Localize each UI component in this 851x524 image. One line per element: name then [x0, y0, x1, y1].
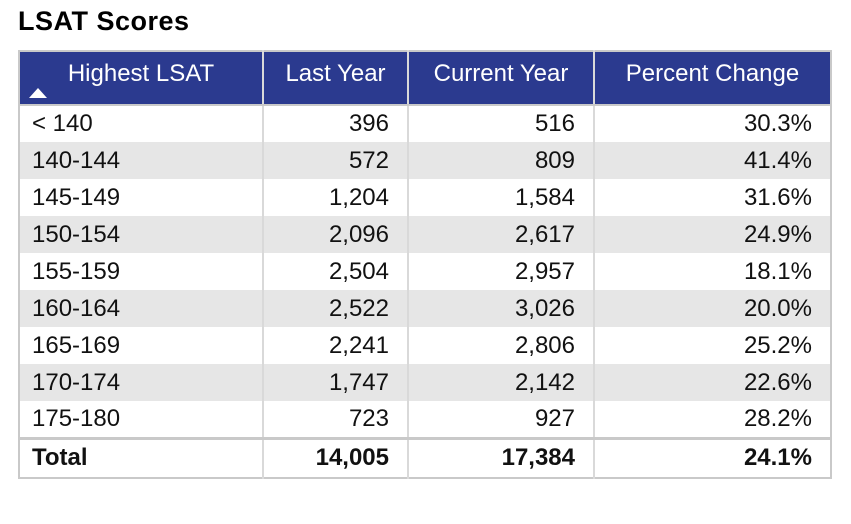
cell-last-year: 1,204	[262, 179, 408, 216]
cell-last-year: 1,747	[262, 364, 408, 401]
cell-percent-change: 41.4%	[593, 142, 831, 179]
cell-current-year: 927	[407, 401, 594, 438]
column-header-label: Percent Change	[625, 60, 800, 87]
page-title: LSAT Scores	[18, 6, 190, 36]
cell-percent-change: 24.9%	[593, 216, 831, 253]
table-row: < 140 396 516 30.3%	[19, 105, 831, 142]
cell-last-year: 572	[262, 142, 408, 179]
cell-last-year: 2,241	[262, 327, 408, 364]
cell-percent-change: 31.6%	[593, 179, 831, 216]
cell-last-year: 396	[262, 105, 408, 142]
table-footer: Total 14,005 17,384 24.1%	[19, 436, 831, 478]
table-row: 140-144 572 809 41.4%	[19, 142, 831, 179]
table-header: Highest LSAT Last Year Current Year Perc…	[19, 51, 831, 106]
cell-current-year: 2,806	[407, 327, 594, 364]
total-percent-change: 24.1%	[593, 436, 831, 478]
lsat-scores-table: Highest LSAT Last Year Current Year Perc…	[18, 50, 832, 479]
cell-current-year: 2,617	[407, 216, 594, 253]
cell-highest-lsat: 175-180	[32, 404, 121, 432]
cell-highest-lsat: 155-159	[32, 257, 121, 285]
cell-last-year: 2,096	[262, 216, 408, 253]
cell-highest-lsat: 140-144	[19, 142, 263, 179]
cell-current-year: 3,026	[407, 290, 594, 327]
cell-current-year: 2,142	[407, 364, 594, 401]
total-label: Total	[19, 436, 263, 478]
column-header-label: Last Year	[285, 60, 386, 87]
table-body: < 140 396 516 30.3% 140-144 572 809 41.4…	[19, 105, 831, 438]
column-header-label: Current Year	[433, 60, 569, 87]
cell-current-year: 809	[407, 142, 594, 179]
table-row: 150-154 2,096 2,617 24.9%	[19, 216, 831, 253]
total-last-year: 14,005	[262, 436, 408, 478]
table-row: 175-180 723 927 28.2%	[19, 401, 831, 438]
cell-highest-lsat: 145-149	[32, 183, 121, 211]
cell-last-year: 723	[262, 401, 408, 438]
cell-current-year: 516	[407, 105, 594, 142]
cell-highest-lsat: 170-174	[19, 364, 263, 401]
table-row: 170-174 1,747 2,142 22.6%	[19, 364, 831, 401]
header-row: Highest LSAT Last Year Current Year Perc…	[19, 51, 831, 106]
cell-percent-change: 20.0%	[593, 290, 831, 327]
cell-highest-lsat: 150-154	[19, 216, 263, 253]
cell-highest-lsat: < 140	[32, 110, 93, 137]
sort-ascending-icon	[29, 88, 47, 98]
column-header-highest-lsat[interactable]: Highest LSAT	[19, 51, 263, 106]
table-row: 145-149 1,204 1,584 31.6%	[19, 179, 831, 216]
cell-highest-lsat: 165-169	[32, 331, 121, 359]
cell-percent-change: 28.2%	[593, 401, 831, 438]
column-header-last-year[interactable]: Last Year	[262, 51, 408, 106]
cell-percent-change: 25.2%	[593, 327, 831, 364]
cell-highest-lsat: 160-164	[19, 290, 263, 327]
column-header-percent-change[interactable]: Percent Change	[593, 51, 831, 106]
cell-current-year: 2,957	[407, 253, 594, 290]
table-row: 165-169 2,241 2,806 25.2%	[19, 327, 831, 364]
column-header-current-year[interactable]: Current Year	[407, 51, 594, 106]
total-current-year: 17,384	[407, 436, 594, 478]
table-row: 155-159 2,504 2,957 18.1%	[19, 253, 831, 290]
table-row: 160-164 2,522 3,026 20.0%	[19, 290, 831, 327]
column-header-label: Highest LSAT	[67, 60, 215, 87]
cell-last-year: 2,504	[262, 253, 408, 290]
cell-percent-change: 22.6%	[593, 364, 831, 401]
cell-last-year: 2,522	[262, 290, 408, 327]
cell-percent-change: 18.1%	[593, 253, 831, 290]
cell-current-year: 1,584	[407, 179, 594, 216]
total-row: Total 14,005 17,384 24.1%	[19, 436, 831, 478]
cell-percent-change: 30.3%	[593, 105, 831, 142]
